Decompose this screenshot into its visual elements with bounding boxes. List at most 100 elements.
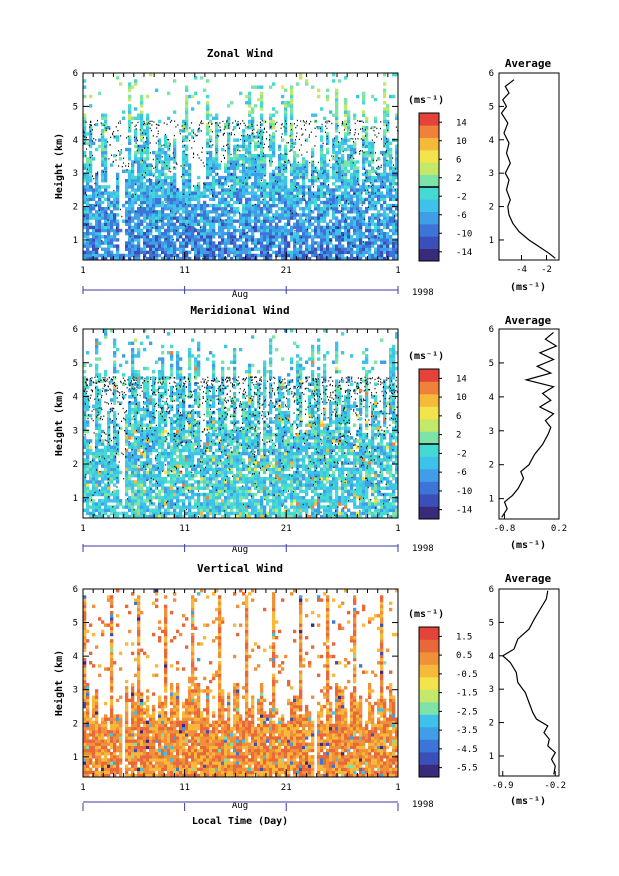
heatmap-cell [86,414,90,418]
heatmap-cell [206,150,210,155]
heatmap-cell [134,442,138,446]
heatmap-cell [167,203,171,208]
heatmap-cell [242,213,246,217]
heatmap-cell [200,238,204,242]
heatmap-cell [107,429,111,434]
heatmap-cell [242,194,246,198]
heatmap-cell [260,169,264,174]
contour-dot [296,195,298,197]
heatmap-cell [212,178,216,183]
heatmap-cell [299,197,303,202]
heatmap-cell [98,404,102,409]
heatmap-cell [137,376,141,380]
heatmap-cell [194,194,198,198]
heatmap-cell [155,477,159,481]
heatmap-cell [128,200,132,205]
heatmap-cell [194,191,198,195]
contour-dot [149,120,151,122]
heatmap-cell [380,175,384,180]
contour-dot [271,160,273,163]
heatmap-cell [161,489,165,494]
heatmap-cell [137,147,141,152]
heatmap-cell [164,228,168,233]
heatmap-cell [275,228,279,233]
heatmap-cell [275,203,279,208]
heatmap-cell [239,182,243,186]
contour-dot [135,183,137,185]
heatmap-cell [323,203,327,208]
contour-dot [353,193,355,195]
contour-dot [332,143,334,146]
heatmap-cell [158,420,162,424]
heatmap-cell [122,253,126,258]
heatmap-cell [344,132,348,136]
heatmap-cell [182,150,186,155]
heatmap-cell [269,222,273,227]
heatmap-cell [176,216,180,220]
heatmap-cell [224,241,228,245]
heatmap-cell [326,250,330,255]
heatmap-cell [290,85,294,89]
heatmap-cell [107,250,111,255]
heatmap-cell [269,188,273,192]
heatmap-cell [350,235,354,239]
heatmap-cell [182,166,186,170]
contour-dot [284,153,286,155]
heatmap-cell [305,238,309,242]
heatmap-cell [104,175,108,180]
heatmap-cell [143,392,147,396]
heatmap-cell [146,508,150,512]
contour-dot [149,127,151,129]
heatmap-cell [356,250,360,255]
heatmap-cell [137,439,141,443]
heatmap-cell [272,154,276,158]
heatmap-cell [137,351,141,355]
contour-dot [258,136,260,138]
heatmap-cell [182,122,186,127]
heatmap-cell [182,154,186,158]
heatmap-cell [287,253,291,258]
heatmap-cell [146,116,150,121]
heatmap-cell [185,238,189,242]
contour-dot [370,182,372,184]
heatmap-cell [128,222,132,227]
heatmap-cell [239,178,243,183]
heatmap-cell [89,514,93,519]
contour-dot [349,132,351,134]
heatmap-cell [302,169,306,174]
heatmap-cell [245,188,249,192]
heatmap-cell [131,197,135,202]
heatmap-cell [140,175,144,180]
heatmap-cell [134,253,138,258]
heatmap-cell [131,366,135,371]
heatmap-cell [86,464,90,468]
heatmap-cell [101,458,105,462]
contour-dot [241,163,243,166]
contour-dot [86,224,88,226]
contour-dot [208,126,210,128]
heatmap-cell [155,182,159,186]
heatmap-cell [131,508,135,512]
heatmap-cell [290,116,294,121]
heatmap-cell [287,244,291,248]
heatmap-cell [302,256,306,261]
heatmap-cell [134,429,138,434]
contour-dot [216,122,218,124]
contour-dot [294,230,296,232]
heatmap-cell [227,219,231,223]
heatmap-cell [179,247,183,251]
heatmap-cell [146,203,150,208]
heatmap-cell [158,238,162,242]
heatmap-cell [209,119,213,124]
contour-dot [359,120,360,122]
heatmap-cell [290,182,294,186]
heatmap-cell [368,141,372,145]
heatmap-cell [344,194,348,198]
heatmap-cell [98,429,102,434]
contour-dot [385,151,387,153]
heatmap-cell [347,216,351,220]
contour-dot [185,203,187,205]
heatmap-cell [95,147,99,152]
heatmap-cell [101,175,105,180]
heatmap-cell [212,244,216,248]
